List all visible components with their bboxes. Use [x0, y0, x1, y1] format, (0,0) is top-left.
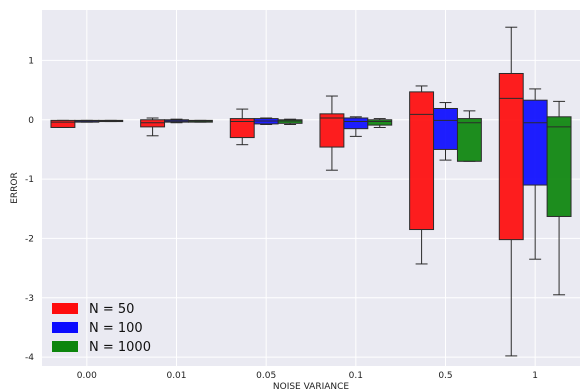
x-tick-label: 0.00 — [77, 371, 97, 381]
box-body — [140, 119, 166, 128]
box-n-100-0 — [74, 119, 100, 123]
box-body — [367, 119, 393, 126]
box-body — [229, 118, 255, 139]
x-axis-label: NOISE VARIANCE — [273, 382, 350, 390]
box-n-100-1 — [164, 118, 189, 124]
x-tick-label: 0.1 — [349, 371, 363, 381]
legend-label: N = 50 — [89, 302, 134, 317]
box-n-1000-4 — [456, 110, 482, 162]
boxes-layer — [50, 26, 572, 357]
box-n-50-3 — [319, 95, 345, 171]
box-n-1000-3 — [367, 118, 393, 128]
box-body — [456, 118, 482, 162]
box-n-1000-1 — [187, 119, 213, 123]
box-n-100-4 — [433, 102, 458, 161]
box-n-100-5 — [522, 88, 548, 260]
box-n-1000-5 — [546, 100, 572, 296]
tick-labels: -4 -3 -2 -1 0 1 0.00 0.01 0.05 0.1 0.5 1 — [25, 56, 538, 381]
legend-label: N = 100 — [89, 321, 143, 336]
box-n-50-1 — [140, 117, 166, 137]
box-body — [546, 116, 572, 217]
box-body — [409, 91, 435, 231]
y-tick-label: -2 — [25, 234, 34, 244]
box-n-50-0 — [50, 119, 76, 128]
box-n-100-2 — [253, 117, 279, 126]
box-body — [50, 119, 76, 128]
box-body — [522, 99, 548, 186]
box-body — [319, 113, 345, 148]
box-n-50-4 — [409, 85, 435, 265]
y-tick-label: -1 — [25, 175, 34, 185]
x-tick-label: 1 — [532, 371, 538, 381]
y-tick-label: 0 — [28, 116, 34, 126]
box-n-50-2 — [229, 108, 255, 146]
legend-swatch — [52, 303, 78, 314]
legend-swatch — [52, 341, 78, 352]
box-n-1000-0 — [98, 119, 124, 123]
box-body — [433, 107, 458, 150]
box-n-1000-2 — [277, 118, 303, 126]
grid-lines — [42, 10, 580, 366]
legend: N = 50 N = 100 N = 1000 — [52, 302, 151, 355]
plot-area-background — [42, 10, 580, 366]
box-body — [343, 117, 369, 130]
x-tick-label: 0.05 — [256, 371, 276, 381]
y-tick-label: -3 — [25, 294, 34, 304]
y-tick-label: 1 — [28, 56, 34, 66]
x-tick-label: 0.5 — [438, 371, 452, 381]
legend-label: N = 1000 — [89, 340, 151, 355]
x-tick-label: 0.01 — [166, 371, 186, 381]
box-body — [277, 119, 303, 124]
y-axis-label: ERROR — [10, 172, 20, 204]
y-tick-label: -4 — [25, 353, 34, 363]
legend-swatch — [52, 322, 78, 333]
